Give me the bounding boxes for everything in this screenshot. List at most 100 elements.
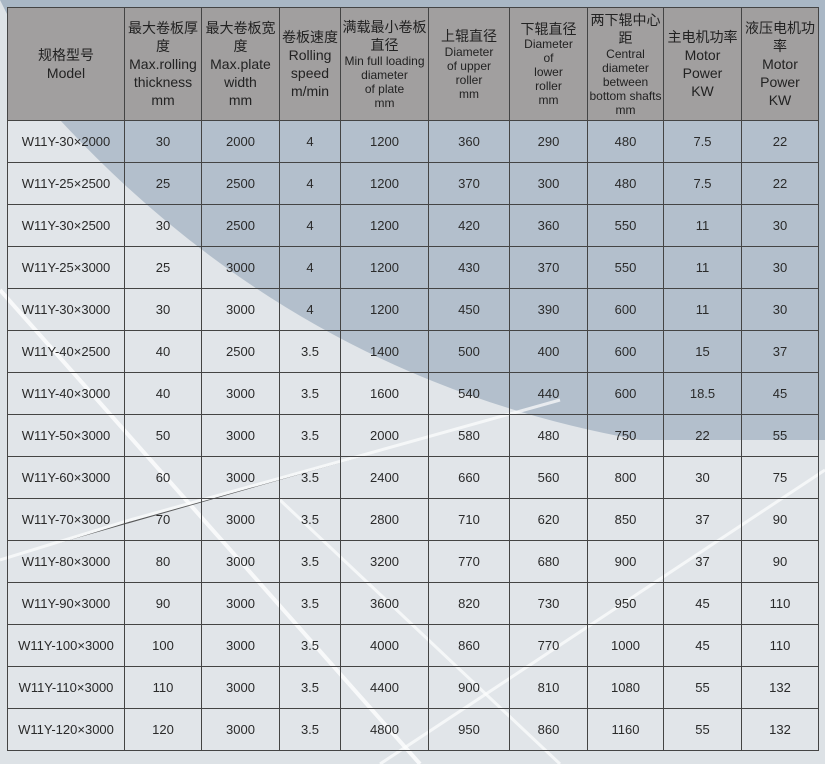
model-cell: W11Y-110×3000 — [7, 666, 125, 709]
header-en: Max.rolling — [129, 56, 197, 72]
value-cell: 1200 — [340, 162, 429, 205]
value-cell: 2400 — [340, 456, 429, 499]
header-zh: 两下辊中心距 — [590, 12, 661, 46]
value-cell: 37 — [663, 540, 742, 583]
value-cell: 1080 — [587, 666, 664, 709]
header-zh: 上辊直径 — [441, 28, 497, 44]
value-cell: 3000 — [201, 624, 280, 667]
model-cell: W11Y-40×2500 — [7, 330, 125, 373]
value-cell: 110 — [741, 624, 819, 667]
value-cell: 3600 — [340, 582, 429, 625]
value-cell: 440 — [509, 372, 588, 415]
value-cell: 2500 — [201, 330, 280, 373]
value-cell: 45 — [663, 624, 742, 667]
column-header: 两下辊中心距 Central diameter between bottom shaft… — [587, 7, 664, 121]
value-cell: 4000 — [340, 624, 429, 667]
value-cell: 3.5 — [279, 456, 341, 499]
value-cell: 300 — [509, 162, 588, 205]
value-cell: 30 — [741, 246, 819, 289]
header-en: KW — [768, 92, 792, 108]
value-cell: 75 — [741, 456, 819, 499]
value-cell: 1200 — [340, 288, 429, 331]
value-cell: 480 — [509, 414, 588, 457]
value-cell: 750 — [587, 414, 664, 457]
value-cell: 540 — [428, 372, 510, 415]
value-cell: 30 — [124, 204, 202, 247]
value-cell: 18.5 — [663, 372, 742, 415]
value-cell: 55 — [741, 414, 819, 457]
header-en: lower — [534, 64, 563, 79]
value-cell: 3.5 — [279, 540, 341, 583]
value-cell: 390 — [509, 288, 588, 331]
header-en: speed — [290, 65, 330, 81]
value-cell: 1200 — [340, 204, 429, 247]
model-cell: W11Y-25×3000 — [7, 246, 125, 289]
header-en: diameter — [361, 68, 408, 82]
value-cell: 7.5 — [663, 162, 742, 205]
value-cell: 60 — [124, 456, 202, 499]
value-cell: 1200 — [340, 246, 429, 289]
header-en: roller — [535, 78, 562, 93]
header-zh: 最大卷板宽度 — [205, 20, 276, 54]
value-cell: 810 — [509, 666, 588, 709]
header-en: bottom shafts — [589, 89, 662, 103]
value-cell: 55 — [663, 708, 742, 751]
value-cell: 850 — [587, 498, 664, 541]
value-cell: 360 — [428, 120, 510, 163]
value-cell: 70 — [124, 498, 202, 541]
value-cell: 480 — [587, 120, 664, 163]
value-cell: 25 — [124, 162, 202, 205]
value-cell: 2000 — [340, 414, 429, 457]
specifications-table: 规格型号 Model 最大卷板厚度 Max.rolling thickness mm 最大卷… — [7, 7, 819, 751]
value-cell: 4 — [279, 120, 341, 163]
header-en: width — [224, 74, 257, 90]
value-cell: 3000 — [201, 498, 280, 541]
value-cell: 950 — [428, 708, 510, 751]
value-cell: 600 — [587, 330, 664, 373]
model-cell: W11Y-70×3000 — [7, 498, 125, 541]
value-cell: 560 — [509, 456, 588, 499]
table-row: W11Y-110×3000 110 3000 3.5 4400 900 810 1080 55 1… — [7, 666, 819, 709]
value-cell: 770 — [509, 624, 588, 667]
header-en: KW — [691, 83, 714, 99]
value-cell: 132 — [741, 666, 819, 709]
header-zh: 满载最小卷板直径 — [342, 19, 427, 53]
value-cell: 1000 — [587, 624, 664, 667]
header-en: of plate — [364, 82, 405, 96]
header-en: of upper — [446, 59, 492, 73]
table-row: W11Y-60×3000 60 3000 3.5 2400 660 560 800 30 75 — [7, 456, 819, 499]
model-cell: W11Y-50×3000 — [7, 414, 125, 457]
value-cell: 2500 — [201, 204, 280, 247]
table-row: W11Y-90×3000 90 3000 3.5 3600 820 730 950 45 110 — [7, 582, 819, 625]
value-cell: 3.5 — [279, 414, 341, 457]
column-header: 规格型号 Model — [7, 7, 125, 121]
value-cell: 110 — [741, 582, 819, 625]
column-header: 满载最小卷板直径 Min full loading diameter of plate… — [340, 7, 429, 121]
table-row: W11Y-120×3000 120 3000 3.5 4800 950 860 1160 55 1… — [7, 708, 819, 751]
column-header: 上辊直径 Diameter of upper roller mm — [428, 7, 510, 121]
value-cell: 550 — [587, 246, 664, 289]
header-zh: 最大卷板厚度 — [128, 20, 198, 54]
value-cell: 480 — [587, 162, 664, 205]
table-row: W11Y-30×2000 30 2000 4 1200 360 290 480 7.5 22 — [7, 120, 819, 163]
header-en: Model — [46, 65, 86, 81]
value-cell: 430 — [428, 246, 510, 289]
value-cell: 950 — [587, 582, 664, 625]
header-en: Rolling — [288, 47, 332, 63]
value-cell: 3000 — [201, 246, 280, 289]
table-row: W11Y-70×3000 70 3000 3.5 2800 710 620 850 37 90 — [7, 498, 819, 541]
value-cell: 860 — [428, 624, 510, 667]
value-cell: 30 — [124, 120, 202, 163]
value-cell: 710 — [428, 498, 510, 541]
value-cell: 370 — [509, 246, 588, 289]
value-cell: 600 — [587, 288, 664, 331]
value-cell: 580 — [428, 414, 510, 457]
value-cell: 45 — [663, 582, 742, 625]
value-cell: 3.5 — [279, 330, 341, 373]
value-cell: 30 — [741, 288, 819, 331]
header-en: mm — [538, 92, 559, 107]
table-row: W11Y-25×3000 25 3000 4 1200 430 370 550 11 30 — [7, 246, 819, 289]
value-cell: 3000 — [201, 582, 280, 625]
value-cell: 100 — [124, 624, 202, 667]
column-header: 主电机功率 Motor Power KW — [663, 7, 742, 121]
